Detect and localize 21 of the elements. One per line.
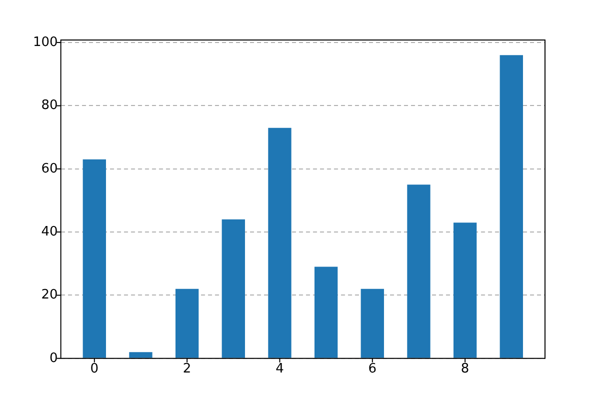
bar: [453, 222, 477, 358]
y-tick-label: 0: [50, 350, 58, 366]
bar: [360, 288, 384, 358]
y-tick-label: 60: [41, 161, 58, 176]
bar: [82, 159, 106, 358]
x-tick-label: 6: [368, 362, 377, 377]
x-tick-label: 2: [182, 362, 192, 377]
bar: [268, 128, 292, 358]
x-tick-label: 4: [276, 362, 284, 377]
y-tick-label: 80: [41, 98, 58, 114]
bar: [222, 219, 245, 358]
bar: [129, 352, 152, 358]
bar: [407, 184, 430, 358]
x-tick-label: 8: [460, 362, 470, 377]
x-tick-label: 0: [90, 362, 99, 377]
y-tick-label: 20: [41, 288, 58, 303]
bar: [500, 55, 523, 358]
bar: [314, 266, 338, 358]
y-tick-label: 40: [41, 224, 58, 240]
bar: [175, 288, 199, 358]
y-tick-label: 100: [32, 34, 58, 50]
